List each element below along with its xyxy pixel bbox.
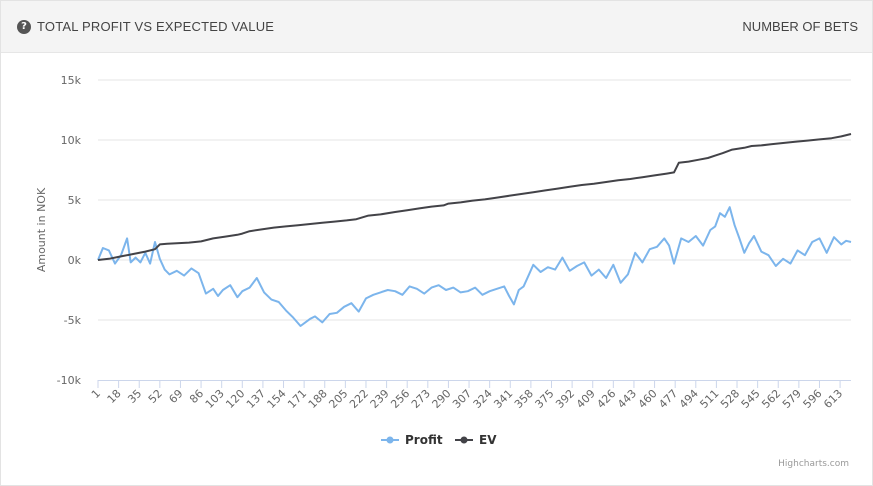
y-tick-label: 0k [68,254,82,267]
legend-item-profit[interactable]: Profit [381,433,443,447]
x-tick-label: 613 [821,387,845,411]
x-tick-label: 35 [125,387,144,406]
x-tick-label: 324 [471,387,495,411]
x-tick-label: 341 [491,387,515,411]
y-tick-label: 10k [61,134,82,147]
highcharts-credit[interactable]: Highcharts.com [778,459,849,469]
legend-profit-marker [386,436,394,444]
number-of-bets-toggle[interactable]: NUMBER OF BETS [742,19,858,34]
x-tick-label: 290 [430,387,454,411]
x-tick-label: 426 [594,387,618,411]
x-tick-label: 205 [326,387,350,411]
x-tick-label: 562 [759,387,783,411]
x-tick-label: 545 [739,387,763,411]
series-group [97,133,852,327]
x-tick-label: 392 [553,387,577,411]
y-tick-label: -10k [57,374,82,387]
x-tick-label: 154 [265,387,289,411]
legend-profit-label: Profit [405,433,443,447]
title-group: ? TOTAL PROFIT VS EXPECTED VALUE [17,19,274,34]
x-tick-label: 239 [368,387,392,411]
x-axis: 1 18 35 52 69 8610312013715417118820522223925… [89,380,851,411]
y-axis-label: Amount in NOK [35,187,48,272]
y-axis-ticks: -10k -5k 0k 5k 10k 15k [57,74,82,387]
x-tick-label: 69 [166,387,185,406]
x-tick-label: 579 [780,387,804,411]
legend: Profit EV [381,433,497,447]
x-tick-label: 460 [636,387,660,411]
y-tick-label: 15k [61,74,82,87]
legend-ev-marker [460,436,468,444]
x-tick-label: 358 [512,387,536,411]
legend-ev-label: EV [479,433,497,447]
x-tick-label: 273 [409,387,433,411]
x-tick-label: 222 [347,387,371,411]
x-tick-label: 494 [677,387,701,411]
x-tick-label: 596 [801,387,825,411]
x-tick-label: 52 [146,387,165,406]
x-tick-label: 1 [89,387,103,401]
x-tick-label: 103 [203,387,227,411]
x-tick-label: 120 [223,387,247,411]
series-line-profit[interactable] [97,206,852,327]
legend-item-ev[interactable]: EV [455,433,497,447]
x-tick-label: 528 [718,387,742,411]
chart-title: TOTAL PROFIT VS EXPECTED VALUE [37,19,275,34]
x-tick-label: 443 [615,387,639,411]
x-tick-label: 511 [697,387,721,411]
x-tick-label: 256 [388,387,412,411]
question-circle-icon[interactable]: ? [17,19,31,34]
x-tick-label: 18 [105,387,124,406]
x-tick-label: 409 [574,387,598,411]
x-tick-label: 477 [656,387,680,411]
chart-header: ? TOTAL PROFIT VS EXPECTED VALUE NUMBER … [1,1,872,53]
x-tick-label: 188 [306,387,330,411]
x-tick-label: 375 [533,387,557,411]
y-tick-label: 5k [68,194,82,207]
series-line-ev[interactable] [97,133,852,261]
y-tick-label: -5k [64,314,82,327]
x-tick-label: 307 [450,387,474,411]
x-tick-label: 137 [244,387,268,411]
x-tick-label: 171 [285,387,309,411]
